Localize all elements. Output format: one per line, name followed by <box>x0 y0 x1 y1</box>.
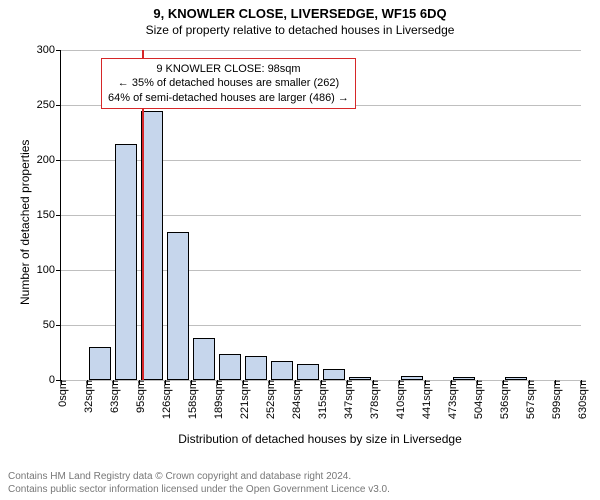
callout-line: ← 35% of detached houses are smaller (26… <box>108 76 349 90</box>
x-tick-label: 599sqm <box>547 380 563 419</box>
x-tick-label: 284sqm <box>287 380 303 419</box>
bar <box>297 364 320 381</box>
x-tick-label: 221sqm <box>235 380 251 419</box>
bar <box>89 347 112 380</box>
grid-line <box>61 50 581 51</box>
callout-box: 9 KNOWLER CLOSE: 98sqm← 35% of detached … <box>101 58 356 109</box>
footer-attribution: Contains HM Land Registry data © Crown c… <box>8 471 390 496</box>
bar <box>167 232 190 381</box>
x-tick-label: 95sqm <box>131 380 147 413</box>
x-tick-label: 378sqm <box>365 380 381 419</box>
bar <box>271 361 294 380</box>
chart-title: 9, KNOWLER CLOSE, LIVERSEDGE, WF15 6DQ <box>0 0 600 21</box>
x-tick-label: 536sqm <box>495 380 511 419</box>
callout-line: 9 KNOWLER CLOSE: 98sqm <box>108 62 349 76</box>
chart-container: 9, KNOWLER CLOSE, LIVERSEDGE, WF15 6DQ S… <box>0 0 600 500</box>
callout-line: 64% of semi-detached houses are larger (… <box>108 91 349 105</box>
bar <box>193 338 216 380</box>
footer-line-1: Contains HM Land Registry data © Crown c… <box>8 471 390 484</box>
bar <box>323 369 346 380</box>
x-tick-label: 252sqm <box>261 380 277 419</box>
y-tick-label: 300 <box>37 44 61 56</box>
y-axis-label: Number of detached properties <box>18 140 32 305</box>
grid-line <box>61 325 581 326</box>
x-tick-label: 410sqm <box>391 380 407 419</box>
x-tick-label: 32sqm <box>79 380 95 413</box>
bar <box>141 111 164 381</box>
y-tick-label: 200 <box>37 154 61 166</box>
footer-line-2: Contains public sector information licen… <box>8 484 390 497</box>
y-tick-label: 50 <box>43 319 61 331</box>
bar <box>245 356 268 380</box>
grid-line <box>61 270 581 271</box>
y-tick-label: 150 <box>37 209 61 221</box>
bar <box>115 144 138 381</box>
plot-area: 0501001502002503000sqm32sqm63sqm95sqm126… <box>60 50 581 381</box>
grid-line <box>61 215 581 216</box>
x-tick-label: 63sqm <box>105 380 121 413</box>
x-tick-label: 473sqm <box>443 380 459 419</box>
y-tick-label: 100 <box>37 264 61 276</box>
chart-subtitle: Size of property relative to detached ho… <box>0 21 600 37</box>
x-tick-label: 504sqm <box>469 380 485 419</box>
x-tick-label: 315sqm <box>313 380 329 419</box>
x-tick-label: 189sqm <box>209 380 225 419</box>
x-tick-label: 441sqm <box>417 380 433 419</box>
x-tick-label: 126sqm <box>157 380 173 419</box>
x-tick-label: 0sqm <box>53 380 69 407</box>
x-tick-label: 347sqm <box>339 380 355 419</box>
x-tick-label: 630sqm <box>573 380 589 419</box>
x-tick-label: 158sqm <box>183 380 199 419</box>
grid-line <box>61 160 581 161</box>
bar <box>219 354 242 380</box>
y-tick-label: 250 <box>37 99 61 111</box>
x-tick-label: 567sqm <box>521 380 537 419</box>
x-axis-label: Distribution of detached houses by size … <box>60 432 580 446</box>
